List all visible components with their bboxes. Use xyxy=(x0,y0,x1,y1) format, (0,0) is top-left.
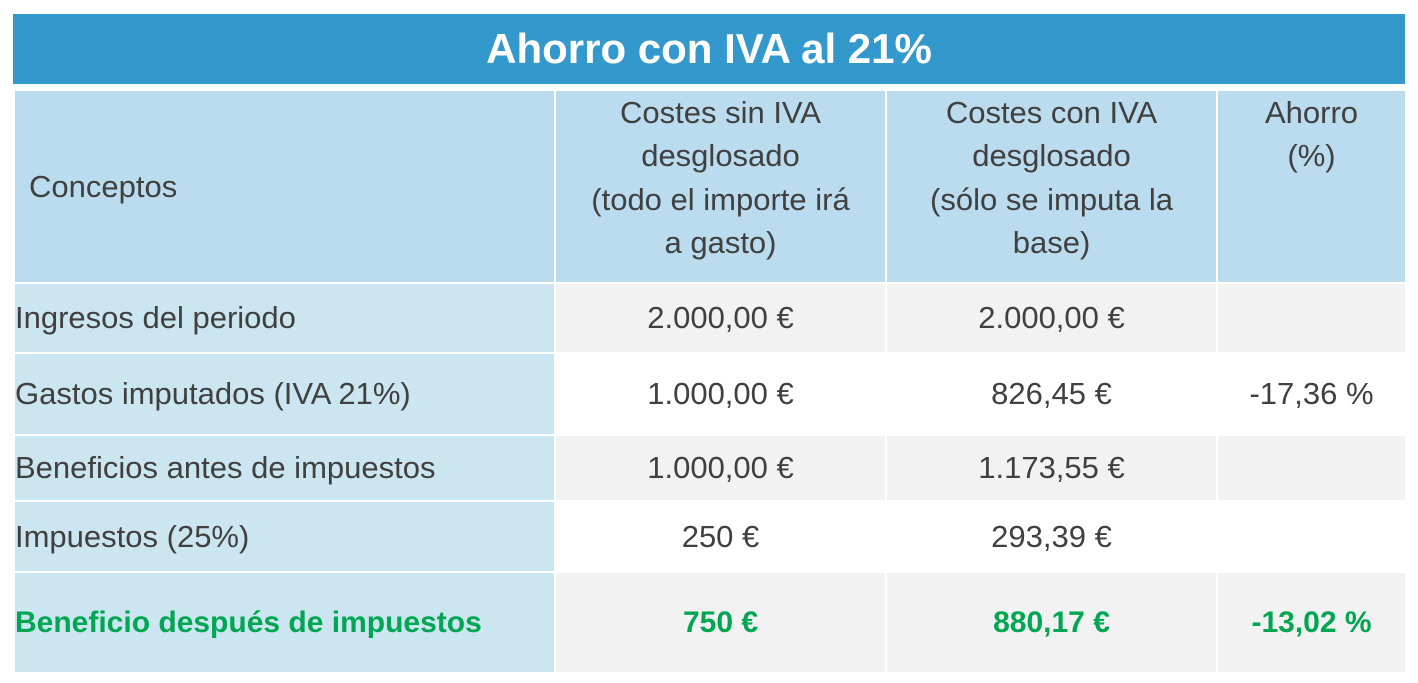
table-row: Impuestos (25%) 250 € 293,39 € xyxy=(13,500,1407,573)
cost-without-vat-cell: 250 € xyxy=(554,500,887,573)
header-line: (%) xyxy=(1287,138,1336,174)
cost-with-vat-cell: 826,45 € xyxy=(885,352,1218,436)
table-row-total: Beneficio después de impuestos 750 € 880… xyxy=(13,571,1407,674)
savings-cell xyxy=(1216,500,1407,573)
header-savings: Ahorro (%) xyxy=(1216,89,1407,284)
header-row: Conceptos Costes sin IVA desglosado (tod… xyxy=(13,89,1407,284)
header-concepts: Conceptos xyxy=(13,89,556,284)
cost-without-vat-cell: 2.000,00 € xyxy=(554,282,887,354)
header-line: Costes con IVA xyxy=(945,95,1158,130)
savings-cell xyxy=(1216,282,1407,354)
header-line: a gasto) xyxy=(664,225,777,261)
savings-table: Conceptos Costes sin IVA desglosado (tod… xyxy=(13,89,1407,674)
table-title: Ahorro con IVA al 21% xyxy=(13,14,1405,84)
concept-cell: Beneficio después de impuestos xyxy=(13,571,556,674)
savings-cell: -17,36 % xyxy=(1216,352,1407,436)
cost-without-vat-cell: 1.000,00 € xyxy=(554,434,887,502)
concept-cell: Impuestos (25%) xyxy=(13,500,556,573)
cost-without-vat-cell: 750 € xyxy=(554,571,887,674)
header-line: desglosado xyxy=(972,138,1131,174)
cost-with-vat-cell: 1.173,55 € xyxy=(885,434,1218,502)
header-line: base) xyxy=(1012,225,1091,261)
header-line: Costes sin IVA xyxy=(619,95,821,130)
header-line: (todo el importe irá xyxy=(591,181,850,217)
cost-with-vat-cell: 880,17 € xyxy=(885,571,1218,674)
table-row: Beneficios antes de impuestos 1.000,00 €… xyxy=(13,434,1407,502)
savings-cell xyxy=(1216,434,1407,502)
concept-cell: Gastos imputados (IVA 21%) xyxy=(13,352,556,436)
header-costs-with-vat: Costes con IVA desglosado (sólo se imput… xyxy=(885,89,1218,284)
concept-cell: Beneficios antes de impuestos xyxy=(13,434,556,502)
table-row: Gastos imputados (IVA 21%) 1.000,00 € 82… xyxy=(13,352,1407,436)
cost-without-vat-cell: 1.000,00 € xyxy=(554,352,887,436)
header-line: (sólo se imputa la xyxy=(930,181,1173,217)
concept-cell: Ingresos del periodo xyxy=(13,282,556,354)
savings-cell: -13,02 % xyxy=(1216,571,1407,674)
cost-with-vat-cell: 2.000,00 € xyxy=(885,282,1218,354)
header-costs-without-vat: Costes sin IVA desglosado (todo el impor… xyxy=(554,89,887,284)
table-row: Ingresos del periodo 2.000,00 € 2.000,00… xyxy=(13,282,1407,354)
cost-with-vat-cell: 293,39 € xyxy=(885,500,1218,573)
header-line: Ahorro xyxy=(1264,95,1359,130)
header-line: desglosado xyxy=(641,138,800,174)
